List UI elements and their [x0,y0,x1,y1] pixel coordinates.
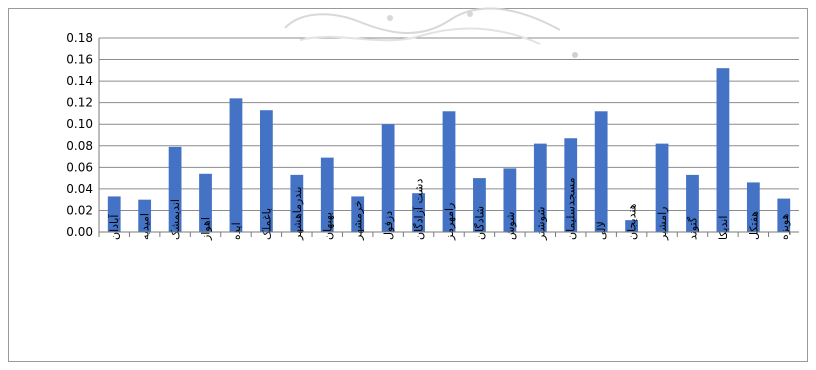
bar [442,111,456,232]
x-category-label: دزفول [382,211,395,240]
bar [199,173,212,232]
bar [473,178,486,232]
x-category-label: شوش [504,212,517,240]
x-category-label: مسجدسلیمان [565,177,578,240]
bar [716,68,730,232]
y-tick-label: 0.08 [66,139,93,153]
bar [351,196,365,232]
x-category-label: رامهرمز [443,203,456,241]
bar [229,98,243,232]
bar [746,182,760,232]
y-tick-label: 0.14 [66,74,93,88]
x-category-label: خرمشهر [352,200,365,241]
y-tick-label: 0.16 [66,53,93,67]
bar [290,174,304,232]
bar [260,110,273,232]
x-category-label: شادگان [473,206,486,240]
x-category-label: شوشتر [534,206,547,241]
bar [412,193,425,232]
bar [777,198,791,232]
bar [655,143,669,232]
y-tick-label: 0.06 [66,160,93,174]
bar [625,220,638,232]
bar [503,168,517,232]
y-tick-label: 0.18 [66,31,93,45]
y-tick-label: 0.04 [66,182,93,196]
bar [686,174,699,232]
x-category-label: باغملک [260,208,273,240]
bar [107,196,121,232]
bar [138,199,152,232]
x-category-label: هندیجان [626,203,639,240]
x-category-label: اندیکا [717,216,730,240]
x-category-label: هویزه [778,213,791,240]
x-category-label: اندیمشک [169,199,182,240]
bar-chart: 0.18 0.16 0.14 0.12 0.10 0.08 0.06 0.04 0.02 0.00… [66,31,799,241]
bar [381,124,395,232]
y-tick-label: 0.12 [66,96,93,110]
x-category-label: دشت آزادگان [412,178,426,240]
x-category-label: هفتکل [747,211,760,240]
x-category-label: لالی [595,221,608,240]
y-tick-label: 0.00 [66,225,93,239]
x-category-label: آبادان [107,214,121,240]
x-category-label: بهبهان [321,212,334,240]
x-category-label: ایذه [230,222,243,240]
bar [320,157,334,232]
y-tick-label: 0.02 [66,203,93,217]
x-category-label: اهواز [200,217,213,241]
bar [168,146,182,232]
y-tick-label: 0.10 [66,117,93,131]
x-category-label: بندرماهشهر [291,187,304,241]
bar [533,143,547,232]
chart-frame: 0.18 0.16 0.14 0.12 0.10 0.08 0.06 0.04 0.02 0.00… [8,8,808,362]
x-category-label: امیدیه [139,213,152,240]
x-category-label: گتوند [686,216,699,240]
bar [564,138,578,232]
x-category-label: رامشیر [656,207,669,241]
bar [594,111,608,232]
